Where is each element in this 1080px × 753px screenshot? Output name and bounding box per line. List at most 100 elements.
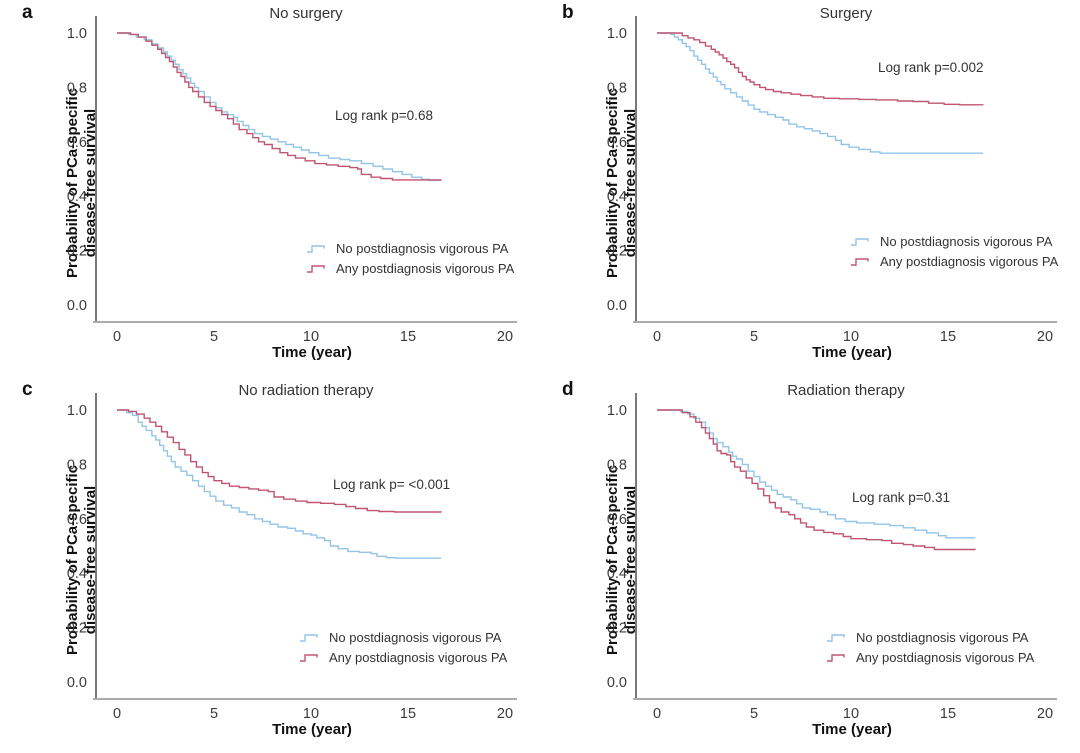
survival-curve-blue	[657, 32, 983, 154]
survival-plot: 0.0 0.2 0.4 0.6 0.8 1.0 0 5 10 15 20	[607, 393, 1057, 722]
legend-label-no-pa: No postdiagnosis vigorous PA	[856, 629, 1029, 645]
panel-a: a No surgery Probability of PCa-specific…	[0, 0, 540, 376]
legend-row-any-pa: Any postdiagnosis vigorous PA	[826, 649, 1034, 665]
x-tick-label: 5	[210, 329, 218, 345]
y-tick-label: 1.0	[607, 403, 627, 419]
x-tick-label: 5	[750, 706, 758, 722]
y-tick-label: 0.0	[607, 675, 627, 691]
legend-row-no-pa: No postdiagnosis vigorous PA	[299, 629, 507, 645]
x-tick-label: 20	[1037, 329, 1053, 345]
x-tick-label: 15	[940, 706, 956, 722]
survival-curve-red	[117, 409, 442, 513]
y-tick-label: 0.8	[67, 80, 87, 96]
legend-row-no-pa: No postdiagnosis vigorous PA	[850, 233, 1058, 249]
x-tick-label: 5	[750, 329, 758, 345]
survival-curve-blue	[657, 409, 976, 539]
panel-letter: a	[22, 2, 33, 23]
x-tick-label: 15	[940, 329, 956, 345]
step-line-icon-blue	[827, 633, 845, 642]
panel-title: No surgery	[269, 5, 343, 22]
panel-b: b Surgery Probability of PCa-specific di…	[540, 0, 1080, 376]
x-tick-label: 0	[113, 706, 121, 722]
survival-curve-blue	[117, 409, 441, 559]
legend: No postdiagnosis vigorous PA Any postdia…	[299, 629, 507, 665]
survival-curve-blue	[117, 32, 441, 182]
step-line-icon-blue	[300, 633, 318, 642]
step-line-icon-red	[307, 264, 325, 273]
log-rank-p-value: Log rank p=0.002	[878, 60, 984, 75]
x-tick-label: 0	[653, 329, 661, 345]
legend-label-any-pa: Any postdiagnosis vigorous PA	[329, 649, 508, 665]
log-rank-p-value: Log rank p=0.31	[852, 490, 950, 505]
x-tick-label: 20	[1037, 706, 1053, 722]
panel-letter: b	[562, 2, 574, 23]
x-axis-label: Time (year)	[272, 721, 352, 738]
step-line-icon-red	[851, 257, 869, 266]
panel-letter: d	[562, 379, 574, 400]
x-tick-label: 15	[400, 706, 416, 722]
y-tick-label: 0.4	[67, 566, 87, 582]
y-tick-label: 1.0	[67, 403, 87, 419]
x-tick-label: 0	[653, 706, 661, 722]
y-tick-label: 0.6	[607, 135, 627, 151]
legend-row-any-pa: Any postdiagnosis vigorous PA	[299, 649, 507, 665]
x-axis-label: Time (year)	[272, 344, 352, 361]
y-tick-label: 0.0	[67, 675, 87, 691]
survival-curve-red	[657, 32, 984, 106]
x-axis-label: Time (year)	[812, 721, 892, 738]
panel-title: Surgery	[819, 5, 873, 22]
legend-row-any-pa: Any postdiagnosis vigorous PA	[306, 260, 514, 276]
x-tick-label: 10	[303, 329, 319, 345]
y-tick-label: 0.2	[607, 621, 627, 637]
survival-plot: 0.0 0.2 0.4 0.6 0.8 1.0 0 5 10 15 20	[67, 393, 517, 722]
legend: No postdiagnosis vigorous PA Any postdia…	[826, 629, 1034, 665]
y-tick-label: 0.6	[607, 512, 627, 528]
survival-curve-red	[117, 32, 442, 181]
y-tick-label: 0.0	[607, 298, 627, 314]
x-tick-label: 10	[303, 706, 319, 722]
legend-label-no-pa: No postdiagnosis vigorous PA	[336, 240, 509, 256]
y-tick-label: 0.6	[67, 512, 87, 528]
step-line-icon-red	[300, 653, 318, 662]
y-tick-label: 0.2	[67, 244, 87, 260]
y-tick-label: 0.6	[67, 135, 87, 151]
survival-plot: 0.0 0.2 0.4 0.6 0.8 1.0 0 5 10 15 20	[67, 16, 517, 345]
step-line-icon-blue	[851, 237, 869, 246]
y-tick-label: 0.4	[607, 189, 627, 205]
y-tick-label: 0.0	[67, 298, 87, 314]
x-tick-label: 10	[843, 706, 859, 722]
log-rank-p-value: Log rank p= <0.001	[333, 477, 451, 492]
legend-row-any-pa: Any postdiagnosis vigorous PA	[850, 253, 1058, 269]
step-line-icon-red	[827, 653, 845, 662]
legend: No postdiagnosis vigorous PA Any postdia…	[306, 240, 514, 276]
panel-title: No radiation therapy	[238, 382, 374, 399]
y-tick-label: 0.8	[67, 457, 87, 473]
panel-letter: c	[22, 379, 33, 400]
survival-curve-red	[657, 409, 976, 551]
survival-plot: 0.0 0.2 0.4 0.6 0.8 1.0 0 5 10 15 20	[607, 16, 1057, 345]
panel-c: c No radiation therapy Probability of PC…	[0, 377, 540, 753]
x-axis-label: Time (year)	[812, 344, 892, 361]
legend-label-any-pa: Any postdiagnosis vigorous PA	[880, 253, 1059, 269]
y-tick-label: 1.0	[607, 26, 627, 42]
log-rank-p-value: Log rank p=0.68	[335, 108, 433, 123]
x-tick-label: 0	[113, 329, 121, 345]
step-line-icon-blue	[307, 244, 325, 253]
legend-row-no-pa: No postdiagnosis vigorous PA	[306, 240, 514, 256]
y-tick-label: 0.4	[67, 189, 87, 205]
y-tick-label: 0.2	[607, 244, 627, 260]
y-tick-label: 0.8	[607, 457, 627, 473]
x-tick-label: 5	[210, 706, 218, 722]
y-tick-label: 0.2	[67, 621, 87, 637]
y-tick-label: 0.4	[607, 566, 627, 582]
x-tick-label: 15	[400, 329, 416, 345]
x-tick-label: 20	[497, 706, 513, 722]
legend-label-any-pa: Any postdiagnosis vigorous PA	[336, 260, 515, 276]
legend-label-no-pa: No postdiagnosis vigorous PA	[880, 233, 1053, 249]
y-tick-label: 1.0	[67, 26, 87, 42]
legend: No postdiagnosis vigorous PA Any postdia…	[850, 233, 1058, 269]
legend-label-no-pa: No postdiagnosis vigorous PA	[329, 629, 502, 645]
panel-d: d Radiation therapy Probability of PCa-s…	[540, 377, 1080, 753]
x-tick-label: 20	[497, 329, 513, 345]
